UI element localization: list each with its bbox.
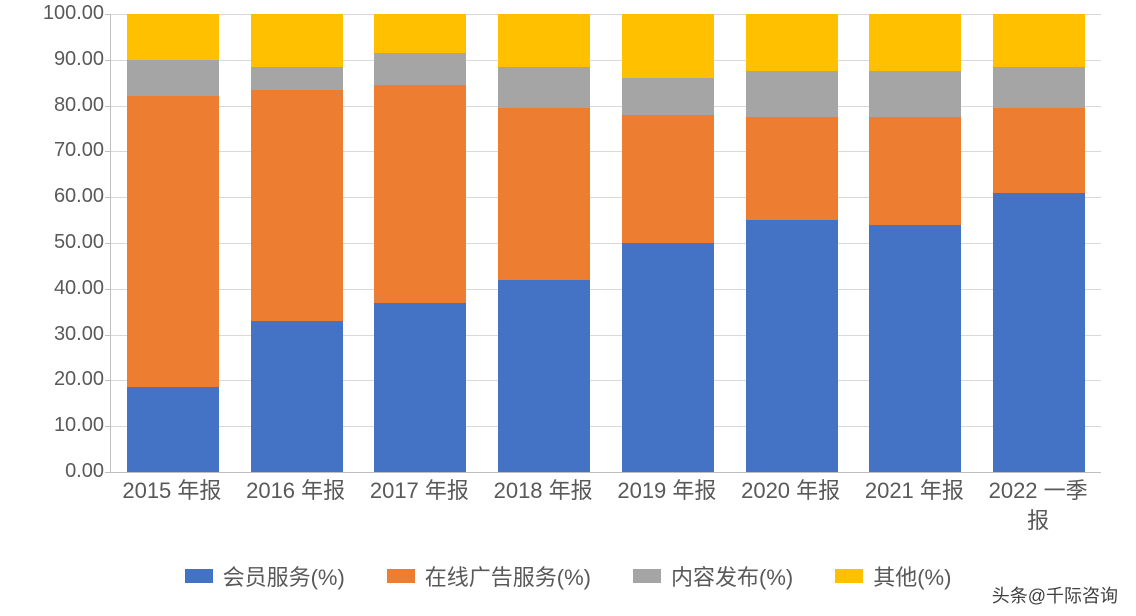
bar-segment-2: [127, 60, 219, 97]
bar-segment-3: [127, 14, 219, 60]
bar-segment-3: [251, 14, 343, 67]
bar-segment-3: [869, 14, 961, 71]
bar: [746, 14, 838, 472]
bar-segment-1: [869, 117, 961, 225]
bar-segment-0: [374, 303, 466, 472]
bar-segment-3: [498, 14, 590, 67]
bar: [498, 14, 590, 472]
bar-segment-1: [498, 108, 590, 280]
legend-label: 内容发布(%): [671, 560, 793, 592]
bar-segment-1: [622, 115, 714, 243]
bar: [374, 14, 466, 472]
ytick-label: 10.00: [54, 414, 104, 437]
bar-segment-0: [993, 193, 1085, 472]
ytick-label: 80.00: [54, 94, 104, 117]
legend-item: 内容发布(%): [633, 560, 793, 592]
legend-item: 在线广告服务(%): [387, 560, 591, 592]
bar-segment-0: [498, 280, 590, 472]
bars-row: [111, 14, 1101, 472]
bar-segment-0: [622, 243, 714, 472]
bar-segment-2: [869, 71, 961, 117]
bar-segment-1: [251, 90, 343, 321]
xtick-label: 2019 年报: [607, 476, 727, 535]
watermark-credit: 头条@千际咨询: [992, 582, 1118, 608]
legend: 会员服务(%) 在线广告服务(%) 内容发布(%) 其他(%): [0, 560, 1136, 592]
bar: [127, 14, 219, 472]
bar-segment-0: [251, 321, 343, 472]
ytick-mark: [105, 472, 111, 473]
ytick-label: 20.00: [54, 368, 104, 391]
ytick-label: 60.00: [54, 185, 104, 208]
bar-segment-0: [869, 225, 961, 472]
ytick-label: 50.00: [54, 231, 104, 254]
bar-segment-1: [993, 108, 1085, 193]
legend-label: 其他(%): [873, 560, 951, 592]
bar-segment-3: [622, 14, 714, 78]
ytick-label: 0.00: [65, 460, 104, 483]
bar-segment-3: [993, 14, 1085, 67]
bar-segment-2: [498, 67, 590, 108]
legend-swatch: [185, 569, 213, 583]
bar-segment-2: [374, 53, 466, 85]
bar-segment-2: [251, 67, 343, 90]
bar-segment-3: [374, 14, 466, 53]
bar: [993, 14, 1085, 472]
xtick-label: 2015 年报: [112, 476, 232, 535]
bar: [622, 14, 714, 472]
xtick-label: 2021 年报: [854, 476, 974, 535]
ytick-label: 30.00: [54, 323, 104, 346]
bar: [251, 14, 343, 472]
xtick-label: 2022 一季报: [978, 476, 1098, 535]
bar-segment-2: [993, 67, 1085, 108]
xtick-label: 2016 年报: [236, 476, 356, 535]
legend-label: 会员服务(%): [223, 560, 345, 592]
xaxis-labels: 2015 年报2016 年报2017 年报2018 年报2019 年报2020 …: [110, 476, 1100, 535]
bar-segment-3: [746, 14, 838, 71]
ytick-label: 70.00: [54, 139, 104, 162]
legend-swatch: [835, 569, 863, 583]
xtick-label: 2020 年报: [731, 476, 851, 535]
xtick-label: 2018 年报: [483, 476, 603, 535]
chart-container: 0.00 10.00 20.00 30.00 40.00 50.00 60.00 70.00 8…: [0, 0, 1136, 616]
ytick-label: 40.00: [54, 277, 104, 300]
bar: [869, 14, 961, 472]
legend-label: 在线广告服务(%): [425, 560, 591, 592]
plot-area: [110, 14, 1101, 473]
bar-segment-1: [374, 85, 466, 303]
ytick-label: 90.00: [54, 48, 104, 71]
bar-segment-2: [622, 78, 714, 115]
bar-segment-1: [127, 96, 219, 387]
legend-item: 其他(%): [835, 560, 951, 592]
legend-swatch: [387, 569, 415, 583]
legend-item: 会员服务(%): [185, 560, 345, 592]
bar-segment-0: [127, 387, 219, 472]
ytick-label: 100.00: [43, 2, 104, 25]
legend-swatch: [633, 569, 661, 583]
xtick-label: 2017 年报: [359, 476, 479, 535]
bar-segment-0: [746, 220, 838, 472]
bar-segment-2: [746, 71, 838, 117]
bar-segment-1: [746, 117, 838, 220]
